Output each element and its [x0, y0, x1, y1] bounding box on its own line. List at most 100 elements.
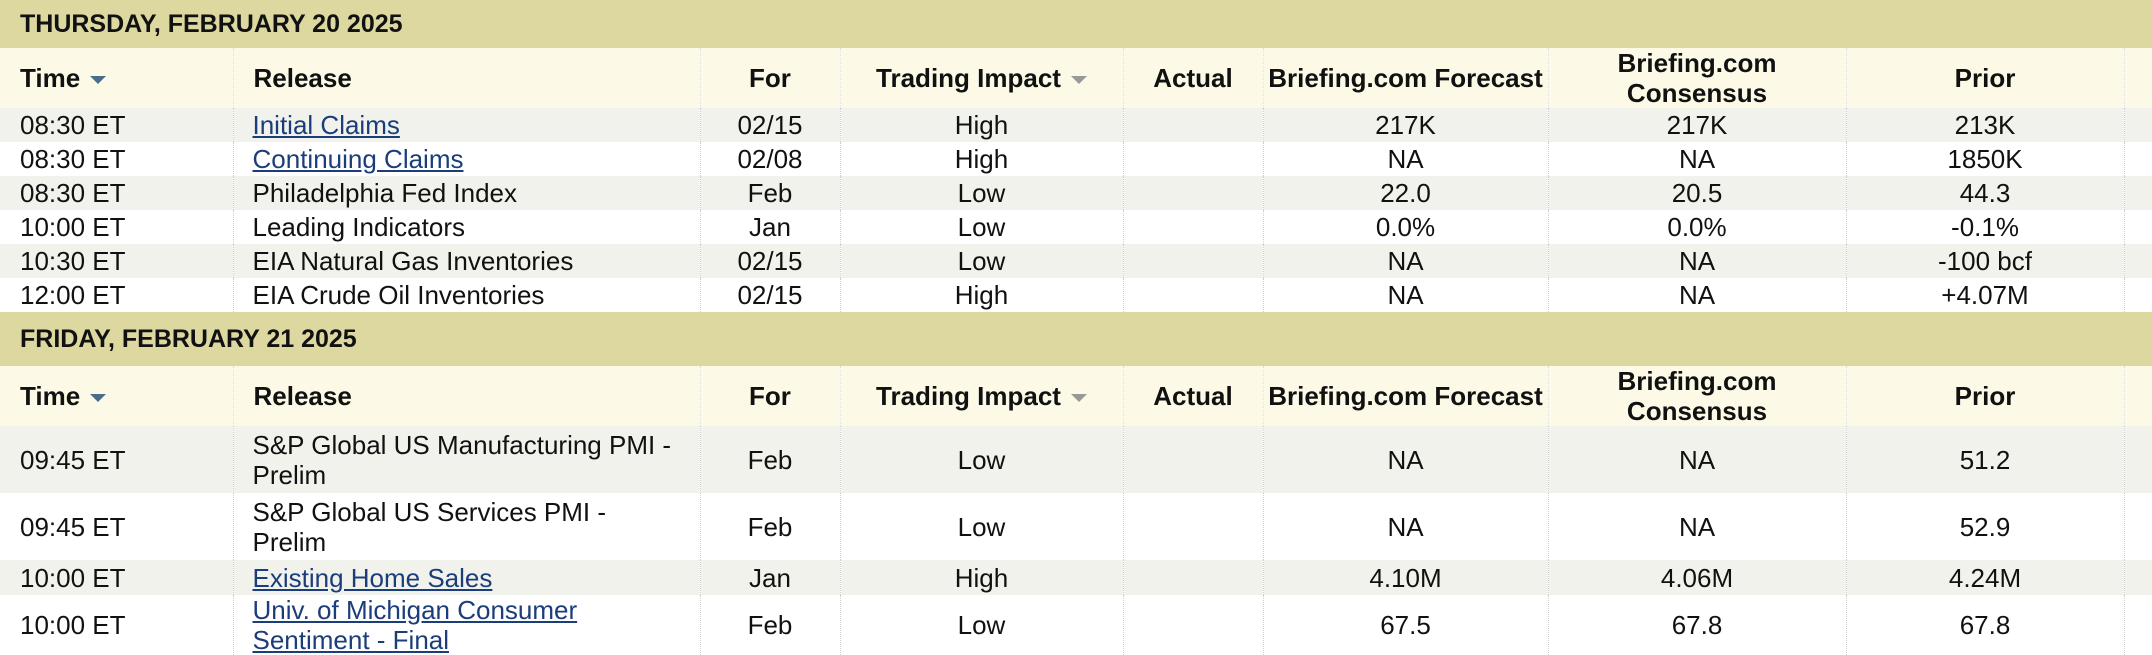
release-cell: Continuing Claims: [232, 142, 700, 176]
column-label: Briefing.com Forecast: [1268, 63, 1543, 93]
for-text: Feb: [747, 178, 793, 208]
filler-cell: [2123, 595, 2152, 655]
column-header: Prior: [1845, 48, 2124, 108]
column-header-row: Time Release For Trading Impact Actual Briefi…: [0, 366, 2152, 426]
filler-cell: [2123, 210, 2152, 244]
filler-cell: [2123, 176, 2152, 210]
filler-cell: [2123, 142, 2152, 176]
forecast-text: NA: [1387, 144, 1424, 174]
forecast-text: 217K: [1375, 110, 1436, 140]
release-link[interactable]: Initial Claims: [252, 110, 400, 140]
prior-text: 213K: [1954, 110, 2016, 140]
consensus-text: NA: [1678, 280, 1716, 310]
release-link[interactable]: Continuing Claims: [252, 144, 464, 174]
forecast-text: NA: [1387, 444, 1424, 475]
release-cell: Univ. of Michigan Consumer Sentiment - F…: [232, 595, 700, 655]
column-label: For: [749, 381, 791, 411]
release-row: 10:00 ET Univ. of Michigan Consumer Senti…: [0, 595, 2152, 655]
for-cell: 02/15: [699, 108, 840, 142]
column-header[interactable]: Time: [0, 48, 233, 108]
release-cell: Initial Claims: [232, 108, 700, 142]
column-header[interactable]: Trading Impact: [839, 48, 1123, 108]
consensus-text: 67.8: [1671, 610, 1723, 640]
forecast-text: 0.0%: [1375, 212, 1436, 242]
prior-cell: 51.2: [1845, 426, 2124, 493]
forecast-cell: 217K: [1262, 108, 1548, 142]
impact-cell: High: [839, 142, 1123, 176]
impact-cell: Low: [839, 210, 1123, 244]
consensus-cell: NA: [1547, 493, 1846, 560]
column-label: Actual: [1153, 381, 1233, 411]
release-row: 10:00 ET Existing Home Sales Jan High 4.10M 4…: [0, 560, 2152, 595]
time-text: 10:00 ET: [20, 562, 126, 593]
impact-cell: High: [839, 560, 1123, 595]
sort-arrow[interactable]: [1070, 76, 1087, 85]
prior-cell: -0.1%: [1845, 210, 2124, 244]
release-link[interactable]: Existing Home Sales: [252, 562, 493, 593]
for-text: 02/15: [737, 280, 803, 310]
prior-text: 52.9: [1959, 511, 2011, 542]
time-cell: 09:45 ET: [0, 426, 233, 493]
column-header: Briefing.com Consensus: [1547, 366, 1846, 426]
release-row: 10:30 ET EIA Natural Gas Inventories 02/15…: [0, 244, 2152, 278]
actual-cell: [1122, 560, 1263, 595]
prior-text: -0.1%: [1951, 212, 2019, 242]
sort-arrow[interactable]: [1070, 394, 1087, 403]
prior-text: 1850K: [1947, 144, 2023, 174]
column-label: Prior: [1954, 381, 2016, 411]
time-text: 08:30 ET: [20, 110, 126, 140]
impact-cell: Low: [839, 244, 1123, 278]
time-text: 08:30 ET: [20, 178, 126, 208]
filler-cell: [2123, 560, 2152, 595]
prior-text: +4.07M: [1941, 280, 2029, 310]
impact-cell: Low: [839, 493, 1123, 560]
sort-arrow[interactable]: [90, 76, 107, 85]
impact-cell: Low: [839, 426, 1123, 493]
actual-cell: [1122, 176, 1263, 210]
date-heading: THURSDAY, FEBRUARY 20 2025: [0, 0, 2152, 48]
prior-cell: 44.3: [1845, 176, 2124, 210]
consensus-cell: NA: [1547, 278, 1846, 312]
release-cell: Leading Indicators: [232, 210, 700, 244]
prior-cell: 52.9: [1845, 493, 2124, 560]
filler-cell: [2123, 426, 2152, 493]
column-header[interactable]: Time: [0, 366, 233, 426]
for-text: Feb: [747, 610, 793, 640]
column-header: For: [699, 48, 840, 108]
forecast-text: 4.10M: [1369, 562, 1442, 593]
consensus-text: 4.06M: [1660, 562, 1734, 593]
for-text: 02/15: [737, 246, 803, 276]
actual-cell: [1122, 142, 1263, 176]
forecast-text: 67.5: [1380, 610, 1431, 640]
column-header[interactable]: Trading Impact: [839, 366, 1123, 426]
column-header: Actual: [1122, 366, 1263, 426]
for-text: 02/15: [737, 110, 803, 140]
time-cell: 08:30 ET: [0, 108, 233, 142]
filler-cell: [2123, 108, 2152, 142]
column-label: Trading Impact: [876, 63, 1061, 93]
prior-cell: 1850K: [1845, 142, 2124, 176]
actual-cell: [1122, 595, 1263, 655]
release-link[interactable]: Univ. of Michigan Consumer Sentiment - F…: [252, 595, 578, 655]
actual-cell: [1122, 426, 1263, 493]
impact-text: Low: [957, 178, 1006, 208]
impact-text: High: [954, 562, 1009, 593]
sort-arrow[interactable]: [90, 394, 107, 403]
time-text: 10:00 ET: [20, 610, 126, 640]
column-header: Briefing.com Consensus: [1547, 48, 1846, 108]
impact-cell: High: [839, 278, 1123, 312]
time-cell: 10:00 ET: [0, 595, 233, 655]
release-row: 08:30 ET Philadelphia Fed Index Feb Low 22.0…: [0, 176, 2152, 210]
impact-cell: Low: [839, 595, 1123, 655]
consensus-cell: 67.8: [1547, 595, 1846, 655]
column-label: Briefing.com Consensus: [1617, 366, 1777, 426]
consensus-text: 217K: [1666, 110, 1728, 140]
time-text: 09:45 ET: [20, 511, 126, 542]
column-header: Actual: [1122, 48, 1263, 108]
column-label: Release: [253, 63, 352, 93]
for-cell: Jan: [699, 560, 840, 595]
consensus-cell: 20.5: [1547, 176, 1846, 210]
column-label: Trading Impact: [876, 381, 1061, 411]
column-label: Time: [20, 63, 81, 93]
